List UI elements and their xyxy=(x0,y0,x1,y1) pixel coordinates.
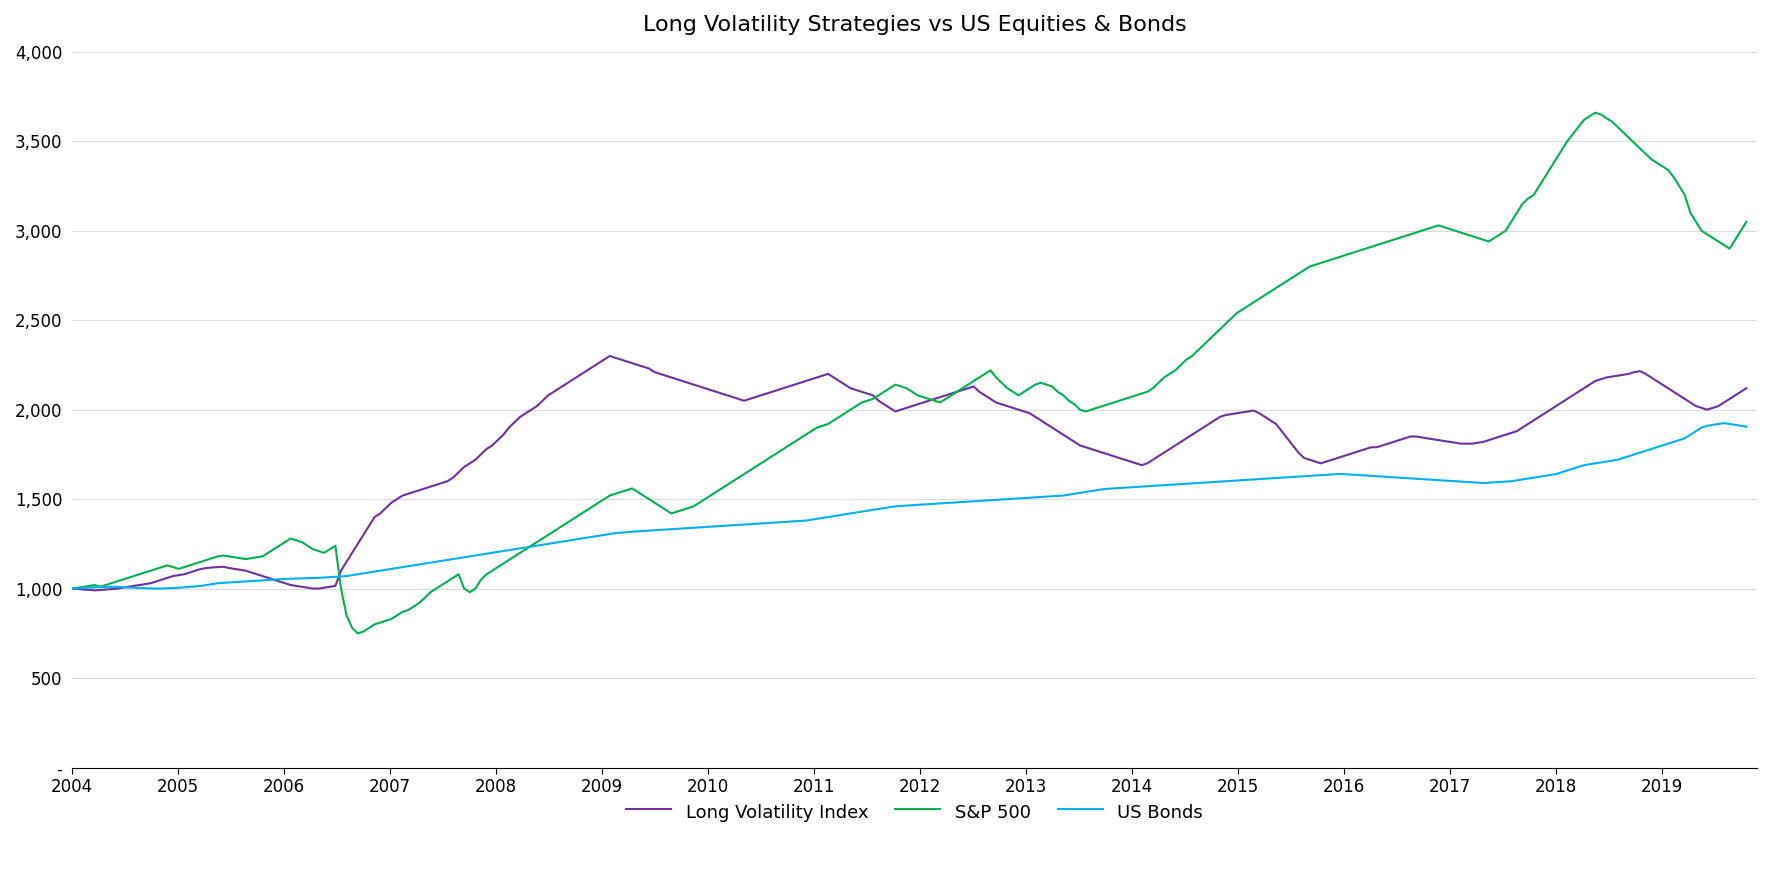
S&P 500 xyxy=(347,628,369,639)
S&P 500 xyxy=(1589,109,1611,120)
Legend: Long Volatility Index, S&P 500, US Bonds: Long Volatility Index, S&P 500, US Bonds xyxy=(618,794,1210,830)
Long Volatility Index xyxy=(599,351,620,361)
Long Volatility Index xyxy=(83,585,105,595)
S&P 500 xyxy=(1584,107,1605,118)
US Bonds xyxy=(67,583,89,594)
US Bonds xyxy=(1579,459,1600,470)
Line: S&P 500: S&P 500 xyxy=(73,113,1747,633)
US Bonds xyxy=(1714,418,1735,429)
S&P 500 xyxy=(62,583,83,594)
US Bonds xyxy=(1053,490,1074,501)
Long Volatility Index xyxy=(1483,433,1504,444)
S&P 500 xyxy=(1737,216,1758,227)
S&P 500 xyxy=(67,582,89,593)
Long Volatility Index xyxy=(67,584,89,595)
Title: Long Volatility Strategies vs US Equities & Bonds: Long Volatility Strategies vs US Equitie… xyxy=(643,15,1187,35)
S&P 500 xyxy=(1092,400,1113,411)
Line: US Bonds: US Bonds xyxy=(73,424,1747,588)
Long Volatility Index xyxy=(1063,437,1084,447)
US Bonds xyxy=(1737,422,1758,432)
US Bonds xyxy=(62,583,83,594)
Long Volatility Index xyxy=(1097,449,1118,460)
US Bonds xyxy=(1086,485,1108,495)
US Bonds xyxy=(1058,489,1079,500)
Long Volatility Index xyxy=(1070,440,1092,451)
S&P 500 xyxy=(1478,237,1499,247)
S&P 500 xyxy=(1063,399,1084,409)
Long Volatility Index xyxy=(62,583,83,594)
S&P 500 xyxy=(1058,395,1079,406)
US Bonds xyxy=(1473,478,1494,488)
Long Volatility Index xyxy=(1589,374,1611,385)
Line: Long Volatility Index: Long Volatility Index xyxy=(73,356,1747,590)
Long Volatility Index xyxy=(1737,383,1758,393)
